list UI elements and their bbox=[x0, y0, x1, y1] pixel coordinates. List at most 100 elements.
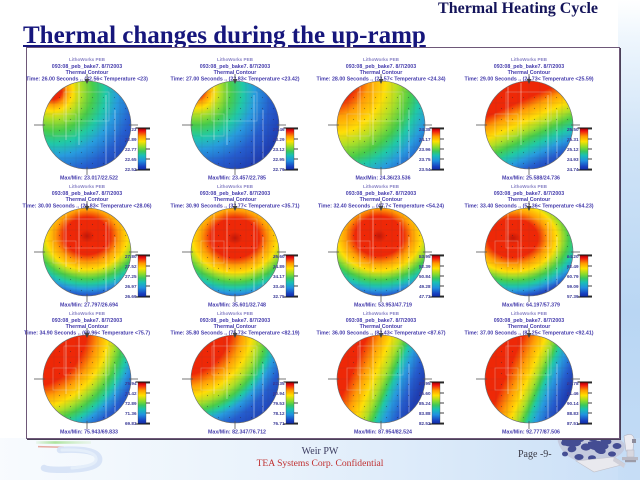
svg-text:LithoWorks PEB: LithoWorks PEB bbox=[511, 57, 548, 62]
svg-text:24.93: 24.93 bbox=[567, 156, 579, 161]
svg-text:093:08_peb_bake7. 8/7/2003: 093:08_peb_bake7. 8/7/2003 bbox=[200, 63, 270, 69]
svg-text:LithoWorks PEB: LithoWorks PEB bbox=[511, 184, 548, 189]
svg-text:Max/Min: 27.797/26.694: Max/Min: 27.797/26.694 bbox=[60, 302, 118, 308]
svg-text:82.35: 82.35 bbox=[273, 380, 285, 385]
svg-text:59.09: 59.09 bbox=[567, 283, 579, 288]
svg-text:LithoWorks PEB: LithoWorks PEB bbox=[217, 311, 254, 316]
svg-text:Thermal Contour: Thermal Contour bbox=[508, 324, 551, 330]
svg-text:57.39: 57.39 bbox=[567, 293, 579, 298]
svg-text:79.53: 79.53 bbox=[273, 400, 285, 405]
svg-text:25.50: 25.50 bbox=[567, 126, 579, 131]
svg-text:60.79: 60.79 bbox=[567, 273, 579, 278]
svg-text:53.95: 53.95 bbox=[419, 253, 431, 258]
svg-text:Max/Min: 64.197/57.379: Max/Min: 64.197/57.379 bbox=[502, 302, 560, 308]
svg-text:23.46: 23.46 bbox=[273, 126, 285, 131]
svg-text:Thermal Contour: Thermal Contour bbox=[214, 324, 257, 330]
svg-text:24.38: 24.38 bbox=[419, 126, 431, 131]
svg-text:Max/Min: 87.954/82.524: Max/Min: 87.954/82.524 bbox=[354, 429, 412, 435]
svg-text:47.73: 47.73 bbox=[419, 293, 431, 298]
svg-text:50.84: 50.84 bbox=[419, 273, 431, 278]
svg-text:093:08_peb_bake7. 8/7/2003: 093:08_peb_bake7. 8/7/2003 bbox=[494, 63, 564, 69]
svg-text:Max/Min: 82.347/76.712: Max/Min: 82.347/76.712 bbox=[208, 429, 266, 435]
svg-text:62.49: 62.49 bbox=[567, 263, 579, 268]
svg-text:LithoWorks PEB: LithoWorks PEB bbox=[363, 184, 400, 189]
svg-text:34.89: 34.89 bbox=[273, 263, 285, 268]
svg-text:80.94: 80.94 bbox=[273, 390, 285, 395]
svg-text:82.52: 82.52 bbox=[419, 420, 431, 425]
svg-text:LithoWorks PEB: LithoWorks PEB bbox=[69, 57, 106, 62]
svg-text:22.89: 22.89 bbox=[125, 136, 137, 141]
svg-text:25.12: 25.12 bbox=[567, 146, 579, 151]
svg-text:23.54: 23.54 bbox=[419, 166, 431, 171]
svg-text:27.25: 27.25 bbox=[125, 273, 137, 278]
svg-text:23.12: 23.12 bbox=[273, 146, 285, 151]
svg-text:64.20: 64.20 bbox=[567, 253, 579, 258]
svg-text:Max/Min: 53.953/47.719: Max/Min: 53.953/47.719 bbox=[354, 302, 412, 308]
svg-text:86.60: 86.60 bbox=[419, 390, 431, 395]
svg-text:32.75: 32.75 bbox=[273, 293, 285, 298]
svg-text:Thermal Contour: Thermal Contour bbox=[214, 197, 257, 203]
svg-text:093:08_peb_bake7. 8/7/2003: 093:08_peb_bake7. 8/7/2003 bbox=[494, 190, 564, 196]
svg-text:LithoWorks PEB: LithoWorks PEB bbox=[363, 311, 400, 316]
svg-text:Thermal Contour: Thermal Contour bbox=[66, 324, 109, 330]
svg-text:093:08_peb_bake7. 8/7/2003: 093:08_peb_bake7. 8/7/2003 bbox=[346, 317, 416, 323]
svg-text:27.80: 27.80 bbox=[125, 253, 137, 258]
svg-text:22.52: 22.52 bbox=[125, 166, 137, 171]
svg-text:Thermal Contour: Thermal Contour bbox=[508, 70, 551, 76]
svg-text:093:08_peb_bake7. 8/7/2003: 093:08_peb_bake7. 8/7/2003 bbox=[346, 190, 416, 196]
svg-text:23.29: 23.29 bbox=[273, 136, 285, 141]
svg-text:83.88: 83.88 bbox=[419, 410, 431, 415]
svg-text:093:08_peb_bake7. 8/7/2003: 093:08_peb_bake7. 8/7/2003 bbox=[52, 317, 122, 323]
svg-text:22.65: 22.65 bbox=[125, 156, 137, 161]
svg-text:34.17: 34.17 bbox=[273, 273, 285, 278]
svg-text:22.77: 22.77 bbox=[125, 146, 137, 151]
svg-text:LithoWorks PEB: LithoWorks PEB bbox=[69, 311, 106, 316]
svg-text:24.74: 24.74 bbox=[567, 166, 579, 171]
svg-text:78.12: 78.12 bbox=[273, 410, 285, 415]
svg-text:Thermal Contour: Thermal Contour bbox=[214, 70, 257, 76]
svg-text:22.79: 22.79 bbox=[273, 166, 285, 171]
svg-text:72.89: 72.89 bbox=[125, 400, 137, 405]
svg-text:85.24: 85.24 bbox=[419, 400, 431, 405]
svg-text:87.51: 87.51 bbox=[567, 420, 579, 425]
svg-text:23.75: 23.75 bbox=[419, 156, 431, 161]
svg-text:Thermal Contour: Thermal Contour bbox=[66, 197, 109, 203]
svg-text:Thermal Contour: Thermal Contour bbox=[66, 70, 109, 76]
svg-text:LithoWorks PEB: LithoWorks PEB bbox=[69, 184, 106, 189]
svg-text:27.52: 27.52 bbox=[125, 263, 137, 268]
svg-text:91.46: 91.46 bbox=[567, 390, 579, 395]
svg-text:52.39: 52.39 bbox=[419, 263, 431, 268]
svg-text:Thermal Contour: Thermal Contour bbox=[360, 197, 403, 203]
svg-text:Max/Min: 92.777/87.506: Max/Min: 92.777/87.506 bbox=[502, 429, 560, 435]
svg-text:74.42: 74.42 bbox=[125, 390, 137, 395]
svg-text:093:08_peb_bake7. 8/7/2003: 093:08_peb_bake7. 8/7/2003 bbox=[52, 63, 122, 69]
svg-text:26.97: 26.97 bbox=[125, 283, 137, 288]
svg-text:093:08_peb_bake7. 8/7/2003: 093:08_peb_bake7. 8/7/2003 bbox=[52, 190, 122, 196]
svg-text:88.83: 88.83 bbox=[567, 410, 579, 415]
svg-text:71.36: 71.36 bbox=[125, 410, 137, 415]
svg-text:22.95: 22.95 bbox=[273, 156, 285, 161]
svg-text:093:08_peb_bake7. 8/7/2003: 093:08_peb_bake7. 8/7/2003 bbox=[346, 63, 416, 69]
svg-text:25.31: 25.31 bbox=[567, 136, 579, 141]
svg-text:90.14: 90.14 bbox=[567, 400, 579, 405]
svg-text:76.71: 76.71 bbox=[273, 420, 285, 425]
svg-text:49.28: 49.28 bbox=[419, 283, 431, 288]
svg-text:92.78: 92.78 bbox=[567, 380, 579, 385]
svg-text:Max/Min: 75.943/69.833: Max/Min: 75.943/69.833 bbox=[60, 429, 118, 435]
svg-text:093:08_peb_bake7. 8/7/2003: 093:08_peb_bake7. 8/7/2003 bbox=[200, 317, 270, 323]
svg-text:26.69: 26.69 bbox=[125, 293, 137, 298]
svg-text:Max/Min: 24.36/23.536: Max/Min: 24.36/23.536 bbox=[355, 175, 410, 181]
svg-text:LithoWorks PEB: LithoWorks PEB bbox=[363, 57, 400, 62]
svg-text:75.94: 75.94 bbox=[125, 380, 137, 385]
svg-text:Thermal Contour: Thermal Contour bbox=[508, 197, 551, 203]
svg-text:Thermal Contour: Thermal Contour bbox=[360, 70, 403, 76]
svg-text:87.95: 87.95 bbox=[419, 380, 431, 385]
svg-text:Max/Min: 23.457/22.785: Max/Min: 23.457/22.785 bbox=[208, 175, 266, 181]
svg-text:LithoWorks PEB: LithoWorks PEB bbox=[511, 311, 548, 316]
svg-text:69.83: 69.83 bbox=[125, 420, 137, 425]
svg-text:Thermal Contour: Thermal Contour bbox=[360, 324, 403, 330]
svg-text:Max/Min: 23.017/22.522: Max/Min: 23.017/22.522 bbox=[60, 175, 118, 181]
svg-text:23: 23 bbox=[131, 126, 137, 131]
svg-text:33.46: 33.46 bbox=[273, 283, 285, 288]
svg-text:23.96: 23.96 bbox=[419, 146, 431, 151]
